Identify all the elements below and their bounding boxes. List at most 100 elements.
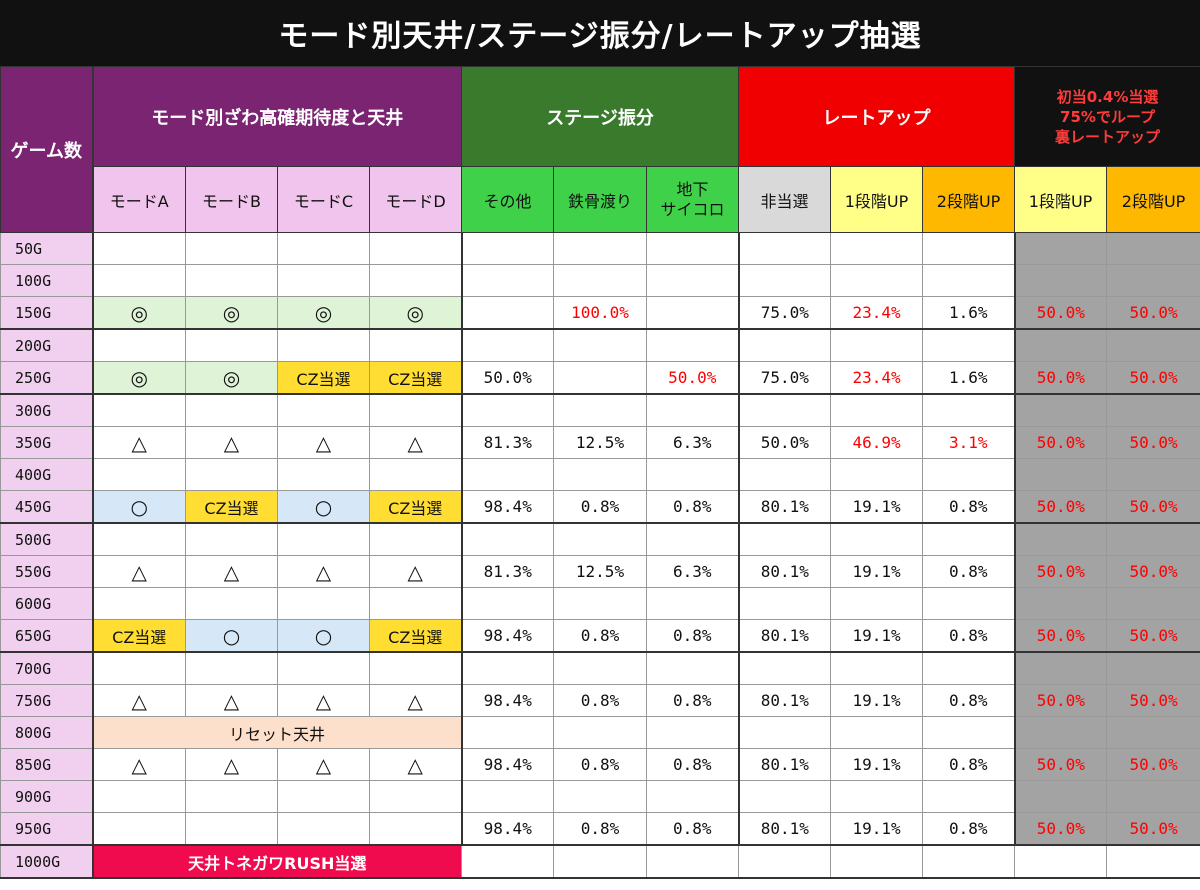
mode-b-cell — [185, 264, 278, 297]
rate-r1-cell: 19.1% — [830, 555, 924, 588]
games-cell: 1000G — [0, 844, 94, 879]
mode-b-cell: △ — [185, 426, 278, 459]
table-row: 550G △ △ △ △ 81.3% 12.5% 6.3% 80.1% 19.1% 0.8% 50.0… — [0, 555, 1200, 588]
games-cell: 50G — [0, 232, 94, 265]
rate-r2-cell — [922, 393, 1016, 427]
ura-header-line-3: 裏レートアップ — [1055, 127, 1161, 146]
games-cell: 300G — [0, 393, 94, 427]
mode-b-cell: △ — [185, 748, 278, 781]
games-cell: 850G — [0, 748, 94, 781]
ura-u1-cell: 50.0% — [1013, 490, 1108, 524]
rate-r0-cell — [737, 780, 832, 813]
mode-b-cell — [185, 232, 278, 265]
stage-s3-cell — [645, 296, 740, 330]
mode-c-cell — [277, 232, 370, 265]
mode-b-cell — [185, 812, 278, 846]
stage-s1-cell — [460, 328, 554, 362]
mode-a-cell: ○ — [92, 490, 186, 524]
stage-s1-cell — [460, 716, 554, 749]
stage-s2-cell: 12.5% — [553, 426, 647, 459]
empty-cell — [1106, 844, 1200, 879]
rate-r2-cell — [922, 264, 1016, 297]
table-row: 800G リセット天井 — [0, 716, 1200, 749]
rate-r1-cell — [830, 522, 924, 556]
rate-group-header: レートアップ — [738, 66, 1016, 167]
stage-s2-cell: 100.0% — [553, 296, 647, 330]
stage-tekkotsu-header: 鉄骨渡り — [553, 166, 647, 233]
mode-d-cell — [369, 522, 462, 556]
rate-r1-cell — [830, 780, 924, 813]
mode-d-cell — [369, 651, 462, 685]
mode-c-cell — [277, 328, 370, 362]
mode-b-header: モードB — [185, 166, 278, 233]
ura-u1-cell — [1013, 232, 1108, 265]
mode-d-cell — [369, 393, 462, 427]
ura-u2-cell: 50.0% — [1106, 555, 1200, 588]
empty-cell — [645, 844, 740, 879]
mode-b-cell — [185, 780, 278, 813]
ura-u2-cell — [1106, 264, 1200, 297]
table-row: 350G △ △ △ △ 81.3% 12.5% 6.3% 50.0% 46.9% 3.1% 50.0… — [0, 426, 1200, 459]
ura-u1-cell — [1013, 587, 1108, 620]
ura-u1-cell: 50.0% — [1013, 684, 1108, 717]
mode-d-cell — [369, 587, 462, 620]
mode-c-cell — [277, 780, 370, 813]
mode-d-cell: ◎ — [369, 296, 462, 330]
mode-a-cell — [92, 780, 186, 813]
ura-u2-cell — [1106, 232, 1200, 265]
table-row: 250G ◎ ◎ CZ当選 CZ当選 50.0% 50.0% 75.0% 23.4% 1.6% 50… — [0, 361, 1200, 395]
games-cell: 800G — [0, 716, 94, 749]
stage-s2-cell: 0.8% — [553, 619, 647, 653]
table-row: 650G CZ当選 ○ ○ CZ当選 98.4% 0.8% 0.8% 80.1% 19.1% 0.8… — [0, 619, 1200, 653]
mode-d-cell: △ — [369, 684, 462, 717]
stage-group-header: ステージ振分 — [460, 66, 740, 167]
stage-s1-cell — [460, 232, 554, 265]
empty-cell — [830, 844, 924, 879]
stage-s3-cell — [645, 780, 740, 813]
table-row: 950G 98.4% 0.8% 0.8% 80.1% 19.1% 0.8% 50.0% 50.0… — [0, 812, 1200, 846]
mode-group-header: モード別ざわ高確期待度と天井 — [92, 66, 462, 167]
rate-r0-cell: 80.1% — [737, 812, 832, 846]
mode-c-cell — [277, 522, 370, 556]
empty-cell — [1014, 844, 1108, 879]
stage-s2-cell — [553, 232, 647, 265]
stage-s2-cell: 12.5% — [553, 555, 647, 588]
mode-c-cell: CZ当選 — [277, 361, 370, 395]
mode-d-cell: CZ当選 — [369, 361, 462, 395]
mode-b-cell: ○ — [185, 619, 278, 653]
stage-s1-cell: 98.4% — [460, 684, 554, 717]
stage-s1-cell — [460, 458, 554, 491]
mode-a-cell: ◎ — [92, 361, 186, 395]
games-cell: 500G — [0, 522, 94, 556]
stage-s2-cell — [553, 264, 647, 297]
mode-b-cell: △ — [185, 555, 278, 588]
rate-r0-cell: 80.1% — [737, 490, 832, 524]
rate-r0-cell: 80.1% — [737, 748, 832, 781]
mode-a-cell: ◎ — [92, 296, 186, 330]
stage-chika-line-1: 地下 — [676, 179, 709, 199]
stage-s3-cell: 0.8% — [645, 684, 740, 717]
mode-d-cell — [369, 812, 462, 846]
stage-s3-cell — [645, 716, 740, 749]
rate-r0-cell: 75.0% — [737, 296, 832, 330]
ura-u2-cell — [1106, 780, 1200, 813]
mode-a-header: モードA — [92, 166, 186, 233]
stage-s2-cell — [553, 361, 647, 395]
mode-d-cell: △ — [369, 555, 462, 588]
mode-b-cell: ◎ — [185, 361, 278, 395]
mode-c-cell: ◎ — [277, 296, 370, 330]
stage-s2-cell: 0.8% — [553, 812, 647, 846]
mode-a-cell — [92, 393, 186, 427]
rate-r0-cell — [737, 651, 832, 685]
games-cell: 350G — [0, 426, 94, 459]
ura-u2-cell — [1106, 328, 1200, 362]
ura-u2-cell: 50.0% — [1106, 684, 1200, 717]
rate-r0-cell — [737, 522, 832, 556]
games-header: ゲーム数 — [0, 66, 94, 233]
mode-c-cell: △ — [277, 555, 370, 588]
mode-c-cell — [277, 264, 370, 297]
ura-u2-cell — [1106, 716, 1200, 749]
mode-a-cell — [92, 587, 186, 620]
table-row: 600G — [0, 587, 1200, 620]
rate-2up-header: 2段階UP — [922, 166, 1016, 233]
